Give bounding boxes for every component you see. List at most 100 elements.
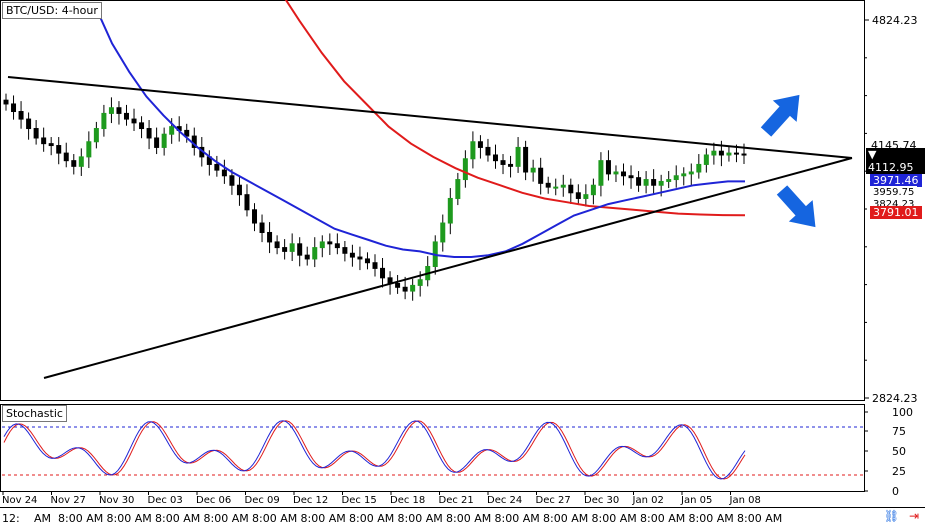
candle-body [229,175,235,186]
candle-body [56,145,62,154]
candle-body [289,243,295,252]
date-label: Dec 18 [390,495,425,506]
candle-body [417,279,423,286]
candle-body [154,137,160,148]
time-label: 8:00 AM [349,512,394,525]
date-label: Jan 05 [680,495,712,506]
date-label: Jan 08 [729,495,761,506]
candle-body [214,163,220,171]
candle-body [696,163,702,173]
candle-body [643,179,649,186]
stoch-tick-label: 75 [892,425,906,438]
time-label: 8:00 AM [301,512,346,525]
candle-body [349,252,355,258]
lower-trendline [43,157,853,379]
candle-body [395,283,401,288]
candle-body [380,267,386,279]
date-label: Jan 02 [632,495,664,506]
stoch-tick-label: 25 [892,465,906,478]
time-label: 8:00 AM [543,512,588,525]
last-price-arrow-icon: ▼ [868,148,877,161]
candle-body [221,169,227,177]
candle-body [515,146,521,167]
stoch-k-line [3,420,746,480]
time-label: 8:00 AM [204,512,249,525]
candle-body [575,192,581,199]
candle-body [236,184,242,196]
time-label: 8:00 AM [107,512,152,525]
candle-body [402,286,408,292]
link-icon[interactable]: ⛓ [883,509,900,523]
candle-body [598,160,604,186]
candle-body [538,167,544,184]
autoscroll-icon[interactable]: ⇥ [908,509,919,523]
candle-body [688,171,694,175]
stochastic-panel-frame [0,404,865,492]
candle-body [244,194,250,211]
time-label: 8:00 AM [155,512,200,525]
candle-body [477,141,483,148]
last-price-value: 4112.95 [868,161,914,174]
candle-body [621,171,627,177]
candle-body [334,243,340,249]
price-tick-label: 2824.23 [872,392,918,405]
candle-body [628,175,634,179]
candle-body [297,243,303,256]
time-label: 8:00 AM [495,512,540,525]
candle-body [342,247,348,254]
candle-body [462,158,468,181]
breakout-up-arrow-icon-shape [760,94,800,137]
date-label: Dec 12 [293,495,328,506]
candle-body [733,152,739,155]
time-label: 8:00 AM [446,512,491,525]
candle-body [11,103,17,113]
time-label: 8:00 AM [398,512,443,525]
time-label: 8:00 AM [252,512,297,525]
candle-body [357,256,363,260]
candle-body [33,128,39,139]
ma-blue-under-label: 3959.75 [870,186,918,199]
breakout-down-arrow-icon [776,185,816,228]
stoch-tick-label: 100 [892,406,913,419]
candle-body [613,171,619,175]
candle-body [101,112,107,130]
candle-body [636,177,642,186]
date-label: Dec 30 [584,495,619,506]
stoch-d-line [3,420,746,480]
candle-body [470,141,476,160]
candle-body [161,133,167,148]
candle-body [252,209,258,224]
candle-body [26,118,32,130]
candle-body [131,118,137,124]
candle-body [364,258,370,264]
candle-body [440,222,446,243]
candle-body [568,184,574,194]
candle-body [711,150,717,156]
candle-body [312,247,318,260]
date-label: Dec 03 [148,495,183,506]
breakout-down-arrow-icon-shape [776,185,816,228]
bottom-toolbar: ⛓ ⇥ [884,509,919,523]
candle-body [560,184,566,188]
upper-trendline [7,76,853,159]
candle-body [282,247,288,252]
candle-body [741,153,747,156]
date-label: Dec 24 [487,495,522,506]
time-label: 8:00 AM [640,512,685,525]
date-label: Dec 27 [536,495,571,506]
candle-body [545,182,551,188]
candle-body [718,150,724,156]
candle-body [681,173,687,177]
date-label: Nov 30 [99,495,134,506]
candle-body [3,99,9,105]
candle-body [590,184,596,196]
candle-body [485,146,491,156]
date-label: Nov 24 [2,495,37,506]
candle-body [500,160,506,165]
stochastic-title: Stochastic [2,405,67,422]
time-label: 8:00 AM [737,512,782,525]
date-label: Nov 27 [51,495,86,506]
candle-body [523,146,529,173]
